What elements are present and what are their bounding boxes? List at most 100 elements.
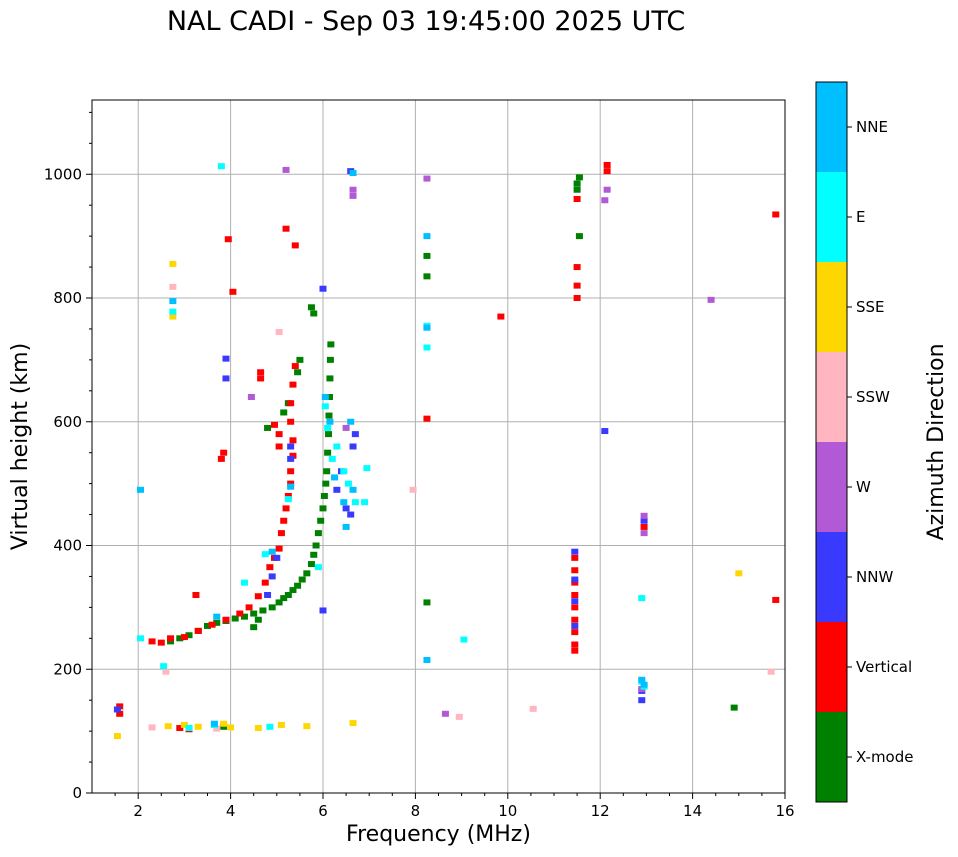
data-point-nne xyxy=(349,486,357,493)
data-point-nnw xyxy=(351,431,359,438)
data-point-vertical xyxy=(291,242,299,249)
data-point-x-mode xyxy=(322,480,330,487)
data-point-sse xyxy=(303,723,311,730)
data-point-ssw xyxy=(162,668,170,675)
data-point-nne xyxy=(213,613,221,620)
data-point-w xyxy=(282,166,290,173)
data-point-vertical xyxy=(573,196,581,202)
data-point-nnw xyxy=(333,486,341,493)
x-tick-label: 12 xyxy=(591,802,610,820)
data-point-x-mode xyxy=(303,570,311,577)
data-point-vertical xyxy=(220,449,228,456)
data-point-sse xyxy=(113,733,121,740)
colorbar-tick-label: E xyxy=(856,208,865,226)
data-point-x-mode xyxy=(294,369,302,376)
data-point-sse xyxy=(254,725,262,732)
data-point-x-mode xyxy=(250,610,258,617)
colorbar-tick-label: Vertical xyxy=(856,658,912,676)
data-point-nnw xyxy=(319,285,327,292)
data-point-x-mode xyxy=(317,517,325,524)
data-point-x-mode xyxy=(280,409,288,416)
data-point-x-mode xyxy=(167,638,175,645)
data-point-x-mode xyxy=(423,252,431,259)
data-point-vertical xyxy=(289,381,297,388)
data-point-x-mode xyxy=(250,624,258,631)
colorbar-segment xyxy=(816,712,847,802)
data-point-x-mode xyxy=(423,599,431,606)
data-point-nnw xyxy=(571,622,579,629)
data-point-vertical xyxy=(571,592,579,598)
data-point-vertical xyxy=(261,579,269,586)
data-point-vertical xyxy=(282,505,290,512)
x-tick-label: 4 xyxy=(226,802,236,820)
data-point-e xyxy=(261,551,269,558)
data-point-e xyxy=(363,465,371,472)
data-point-x-mode xyxy=(314,530,322,537)
data-point-x-mode xyxy=(310,551,318,558)
data-point-vertical xyxy=(571,629,579,636)
data-point-x-mode xyxy=(204,622,211,629)
data-point-nnw xyxy=(571,548,579,555)
data-point-e xyxy=(361,499,369,506)
data-point-vertical xyxy=(254,593,262,600)
data-point-x-mode xyxy=(324,449,332,456)
data-point-ssw xyxy=(529,705,537,712)
data-point-vertical xyxy=(571,641,579,648)
data-point-vertical xyxy=(275,431,283,438)
data-point-w xyxy=(640,512,648,519)
plot-frame xyxy=(91,99,786,794)
y-tick-label: 400 xyxy=(53,537,82,555)
data-point-sse xyxy=(277,721,285,728)
data-point-vertical xyxy=(116,710,124,717)
data-point-vertical xyxy=(423,415,431,422)
x-tick-label: 10 xyxy=(498,802,517,820)
colorbar-segment xyxy=(816,82,847,172)
data-point-e xyxy=(340,468,348,475)
data-point-vertical xyxy=(289,452,297,459)
data-point-vertical xyxy=(497,313,505,320)
data-point-nne xyxy=(331,474,339,481)
data-point-vertical xyxy=(280,517,288,524)
colorbar-label: Azimuth Direction xyxy=(924,343,949,540)
data-point-x-mode xyxy=(310,310,318,317)
data-point-w xyxy=(247,394,255,400)
data-point-x-mode xyxy=(575,233,583,240)
data-point-w xyxy=(423,175,431,182)
data-point-vertical xyxy=(176,725,184,732)
data-point-nne xyxy=(640,681,648,688)
data-point-w xyxy=(342,424,350,431)
data-point-vertical xyxy=(229,288,237,295)
colorbar-segment xyxy=(816,172,847,262)
data-point-nnw xyxy=(273,554,281,561)
data-point-nnw xyxy=(222,375,230,382)
data-point-e xyxy=(423,344,431,351)
data-point-x-mode xyxy=(259,607,267,614)
data-point-sse xyxy=(227,724,235,731)
data-point-vertical xyxy=(245,604,253,611)
data-point-vertical xyxy=(116,703,124,710)
data-point-e xyxy=(324,424,332,431)
chart-title: NAL CADI - Sep 03 19:45:00 2025 UTC xyxy=(166,6,686,37)
data-point-vertical xyxy=(573,264,581,271)
data-point-e xyxy=(266,723,274,730)
data-point-x-mode xyxy=(294,582,302,589)
data-point-nne xyxy=(638,676,646,683)
data-point-nne xyxy=(169,298,177,305)
data-point-nne xyxy=(349,170,357,177)
data-point-vertical xyxy=(287,418,295,425)
data-point-e xyxy=(333,443,341,450)
data-point-x-mode xyxy=(254,616,262,623)
data-point-vertical xyxy=(282,225,290,232)
data-point-w xyxy=(441,710,449,717)
data-point-x-mode xyxy=(320,493,328,499)
data-point-vertical xyxy=(571,579,579,586)
data-point-vertical xyxy=(217,455,225,462)
data-point-e xyxy=(217,163,225,170)
data-point-vertical xyxy=(571,554,579,561)
data-point-ssw xyxy=(455,713,463,720)
data-point-nnw xyxy=(640,517,648,524)
data-point-vertical xyxy=(192,592,200,598)
data-points xyxy=(113,161,780,740)
colorbar-tick-label: NNE xyxy=(856,118,888,136)
